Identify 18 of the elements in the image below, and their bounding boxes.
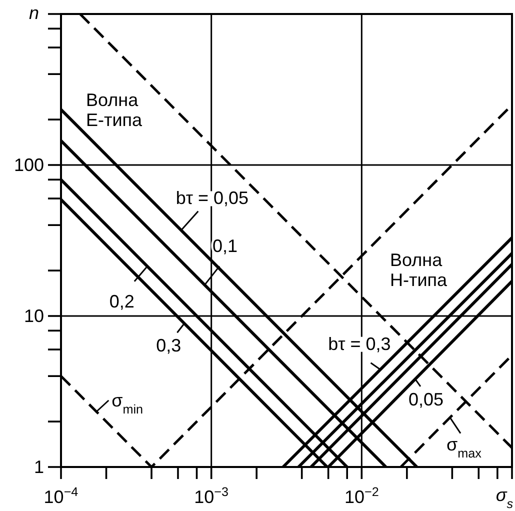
annotation: bτ = 0,05: [176, 188, 249, 208]
annotation: σ$_{min}$: [112, 390, 144, 416]
annotation: 0,05: [408, 389, 444, 410]
x-axis-title: σ$_{s}$: [496, 485, 514, 511]
y-tick-label: 1: [34, 457, 44, 477]
annotation: σ$_{max}$: [446, 434, 482, 460]
y-tick-label: 100: [14, 155, 44, 175]
annotation: bτ = 0,3: [328, 334, 391, 354]
annotation: Волна H-типа: [390, 250, 448, 290]
x-tick-label: 10$^{−2}$: [344, 485, 379, 507]
y-tick-label: 10: [24, 306, 44, 326]
annotation: 0,2: [109, 291, 134, 312]
x-tick-label: 10$^{−3}$: [194, 485, 229, 507]
x-tick-label: 10$^{−4}$: [44, 485, 78, 507]
annotation: Волна E-типа: [86, 90, 144, 130]
annotation: 0,1: [212, 236, 238, 256]
annotation: 0,3: [156, 336, 182, 356]
y-axis-title: n: [28, 3, 39, 23]
